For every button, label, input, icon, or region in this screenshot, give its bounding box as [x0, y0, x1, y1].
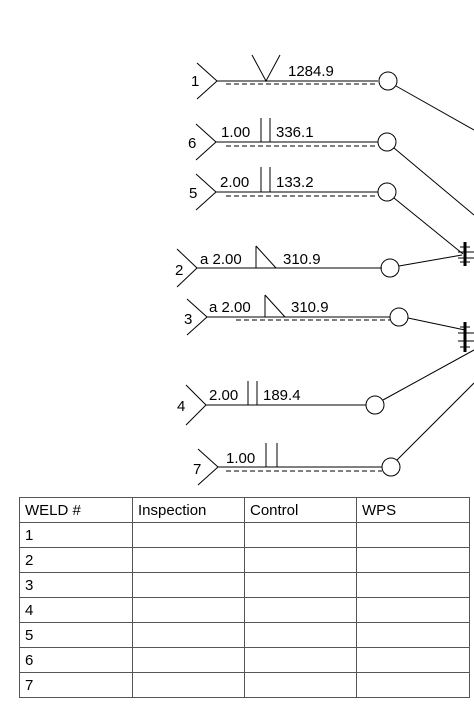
weld-symbol-1: 1 1284.9: [191, 54, 398, 100]
weld-number-cell: 4: [19, 597, 133, 623]
weld-number: 4: [177, 398, 185, 415]
all-around-circle: [378, 71, 398, 91]
weld-size: 1.00: [221, 124, 250, 141]
wps-cell[interactable]: [356, 572, 470, 598]
weld-number-cell: 1: [19, 522, 133, 548]
table-row: 6: [19, 647, 470, 673]
wps-cell[interactable]: [356, 622, 470, 648]
control-cell[interactable]: [244, 622, 357, 648]
wps-cell[interactable]: [356, 547, 470, 573]
v-groove-symbol: [251, 54, 281, 83]
table-row: 5: [19, 622, 470, 648]
inspection-cell[interactable]: [132, 547, 245, 573]
fillet-symbol: [255, 246, 276, 269]
inspection-cell[interactable]: [132, 597, 245, 623]
wps-cell[interactable]: [356, 672, 470, 698]
weld-size: a 2.00: [200, 251, 242, 268]
all-around-circle: [377, 182, 397, 202]
weld-number-cell: 2: [19, 547, 133, 573]
control-cell[interactable]: [244, 522, 357, 548]
weld-symbol-6: 6 1.00 336.1: [188, 118, 397, 161]
fillet-symbol: [264, 295, 285, 318]
control-cell[interactable]: [244, 647, 357, 673]
table-row: 2: [19, 547, 470, 573]
weld-inspection-table: WELD # Inspection Control WPS 1 2 3 4: [19, 497, 470, 698]
column-header-control: Control: [244, 497, 357, 523]
weld-size: 2.00: [220, 174, 249, 191]
table-row: 1: [19, 522, 470, 548]
inspection-cell[interactable]: [132, 622, 245, 648]
weld-symbol-4: 4 2.00 189.4: [177, 381, 385, 426]
weld-number: 5: [189, 185, 197, 202]
weld-length: 336.1: [276, 124, 314, 141]
inspection-cell[interactable]: [132, 572, 245, 598]
table-row: 4: [19, 597, 470, 623]
weld-symbol-2: 2 a 2.00 310.9: [175, 245, 400, 288]
weld-size: 1.00: [226, 450, 255, 467]
weld-symbol-5: 5 2.00 133.2: [189, 167, 397, 211]
all-around-circle: [380, 258, 400, 278]
weld-number: 7: [193, 461, 201, 478]
weld-length: 133.2: [276, 174, 314, 191]
table-row: 7: [19, 672, 470, 698]
table-row: 3: [19, 572, 470, 598]
inspection-cell[interactable]: [132, 522, 245, 548]
inspection-cell[interactable]: [132, 672, 245, 698]
inspection-cell[interactable]: [132, 647, 245, 673]
all-around-circle: [381, 457, 401, 477]
control-cell[interactable]: [244, 597, 357, 623]
leader-lines: [382, 85, 474, 461]
weld-number-cell: 5: [19, 622, 133, 648]
part-section: [458, 242, 474, 352]
weld-number: 3: [184, 311, 192, 328]
weld-number-cell: 7: [19, 672, 133, 698]
wps-cell[interactable]: [356, 647, 470, 673]
weld-size: 2.00: [209, 387, 238, 404]
weld-number: 2: [175, 262, 183, 279]
column-header-inspection: Inspection: [132, 497, 245, 523]
weld-length: 1284.9: [288, 63, 334, 80]
weld-symbol-7: 7 1.00: [193, 443, 401, 486]
all-around-circle: [377, 132, 397, 152]
control-cell[interactable]: [244, 572, 357, 598]
weld-number-cell: 3: [19, 572, 133, 598]
weld-symbol-3: 3 a 2.00 310.9: [184, 294, 409, 336]
weld-length: 189.4: [263, 387, 301, 404]
weld-number: 1: [191, 73, 199, 90]
weld-number-cell: 6: [19, 647, 133, 673]
column-header-weld-number: WELD #: [19, 497, 133, 523]
weld-size: a 2.00: [209, 299, 251, 316]
weld-length: 310.9: [291, 299, 329, 316]
wps-cell[interactable]: [356, 522, 470, 548]
control-cell[interactable]: [244, 547, 357, 573]
table-header-row: WELD # Inspection Control WPS: [19, 497, 470, 523]
column-header-wps: WPS: [356, 497, 470, 523]
all-around-circle: [389, 307, 409, 327]
control-cell[interactable]: [244, 672, 357, 698]
weld-length: 310.9: [283, 251, 321, 268]
all-around-circle: [365, 395, 385, 415]
wps-cell[interactable]: [356, 597, 470, 623]
weld-number: 6: [188, 135, 196, 152]
